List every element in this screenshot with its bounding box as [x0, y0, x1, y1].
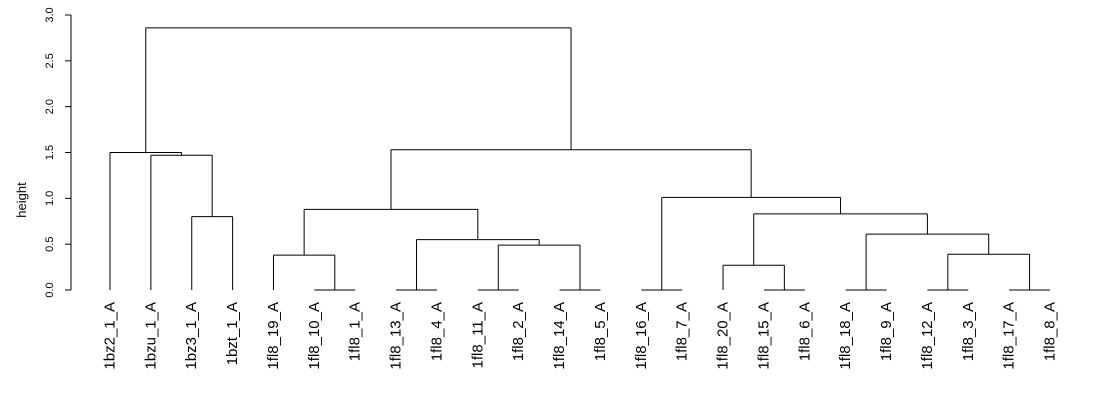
y-tick-label: 0.5: [44, 237, 56, 252]
y-tick-label: 2.5: [44, 53, 56, 68]
leaf-label: 1fl8_15_A: [755, 302, 772, 370]
leaf-label: 1fl8_8_A: [1042, 302, 1059, 361]
leaf-label: 1fl8_20_A: [715, 302, 732, 370]
leaf-label: 1bz2_1_A: [102, 302, 119, 370]
leaf-label: 1fl8_7_A: [674, 302, 691, 361]
leaf-label: 1fl8_2_A: [510, 302, 527, 361]
leaf-label: 1fl8_9_A: [878, 302, 895, 361]
leaf-label: 1fl8_10_A: [306, 302, 323, 370]
leaf-label: 1fl8_12_A: [919, 302, 936, 370]
leaf-label: 1fl8_11_A: [469, 302, 486, 368]
leaf-label: 1fl8_17_A: [1001, 302, 1018, 370]
leaf-label: 1fl8_16_A: [633, 302, 650, 370]
leaf-label: 1fl8_19_A: [265, 302, 282, 370]
leaf-label: 1fl8_14_A: [551, 302, 568, 370]
leaf-label: 1fl8_3_A: [960, 302, 977, 361]
leaf-labels: 1bz2_1_A 1bzu_1_A 1bz3_1_A 1bzt_1_A 1fl8_19_…: [102, 302, 1059, 370]
leaf-label: 1fl8_18_A: [837, 302, 854, 370]
leaf-label: 1bzu_1_A: [142, 302, 159, 370]
y-axis-title: height: [14, 182, 29, 218]
leaf-label: 1fl8_13_A: [388, 302, 405, 370]
leaf-label: 1bz3_1_A: [183, 302, 200, 370]
y-tick-label: 2.0: [44, 99, 56, 114]
leaf-label: 1fl8_1_A: [347, 302, 364, 361]
y-tick-label: 1.5: [44, 145, 56, 160]
leaf-label: 1fl8_4_A: [428, 302, 445, 361]
leaf-label: 1bzt_1_A: [224, 302, 241, 365]
leaf-label: 1fl8_6_A: [796, 302, 813, 361]
y-tick-label: 1.0: [44, 191, 56, 206]
leaf-label: 1fl8_5_A: [592, 302, 609, 361]
y-tick-label: 0.0: [44, 282, 56, 297]
dendrogram-branches: [109, 27, 1051, 291]
y-axis-ticks: 0.0 0.5 1.0 1.5 2.0 2.5 3.0: [44, 7, 71, 298]
y-tick-label: 3.0: [44, 7, 56, 22]
